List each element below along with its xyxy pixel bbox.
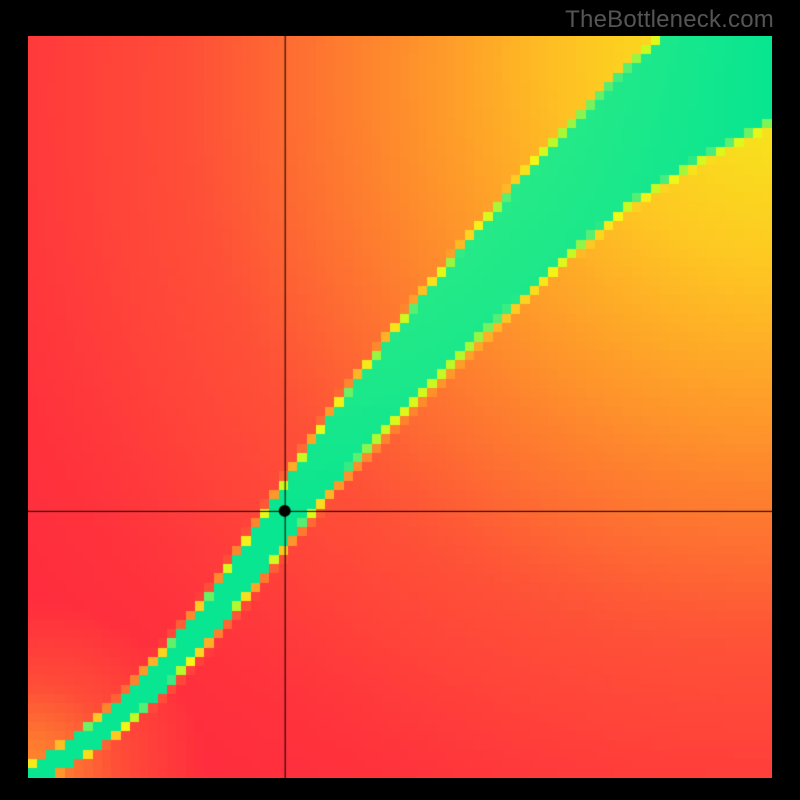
watermark-label: TheBottleneck.com	[565, 6, 774, 34]
chart-frame: TheBottleneck.com	[0, 0, 800, 800]
heatmap-canvas	[28, 36, 772, 778]
plot-area	[28, 36, 772, 778]
